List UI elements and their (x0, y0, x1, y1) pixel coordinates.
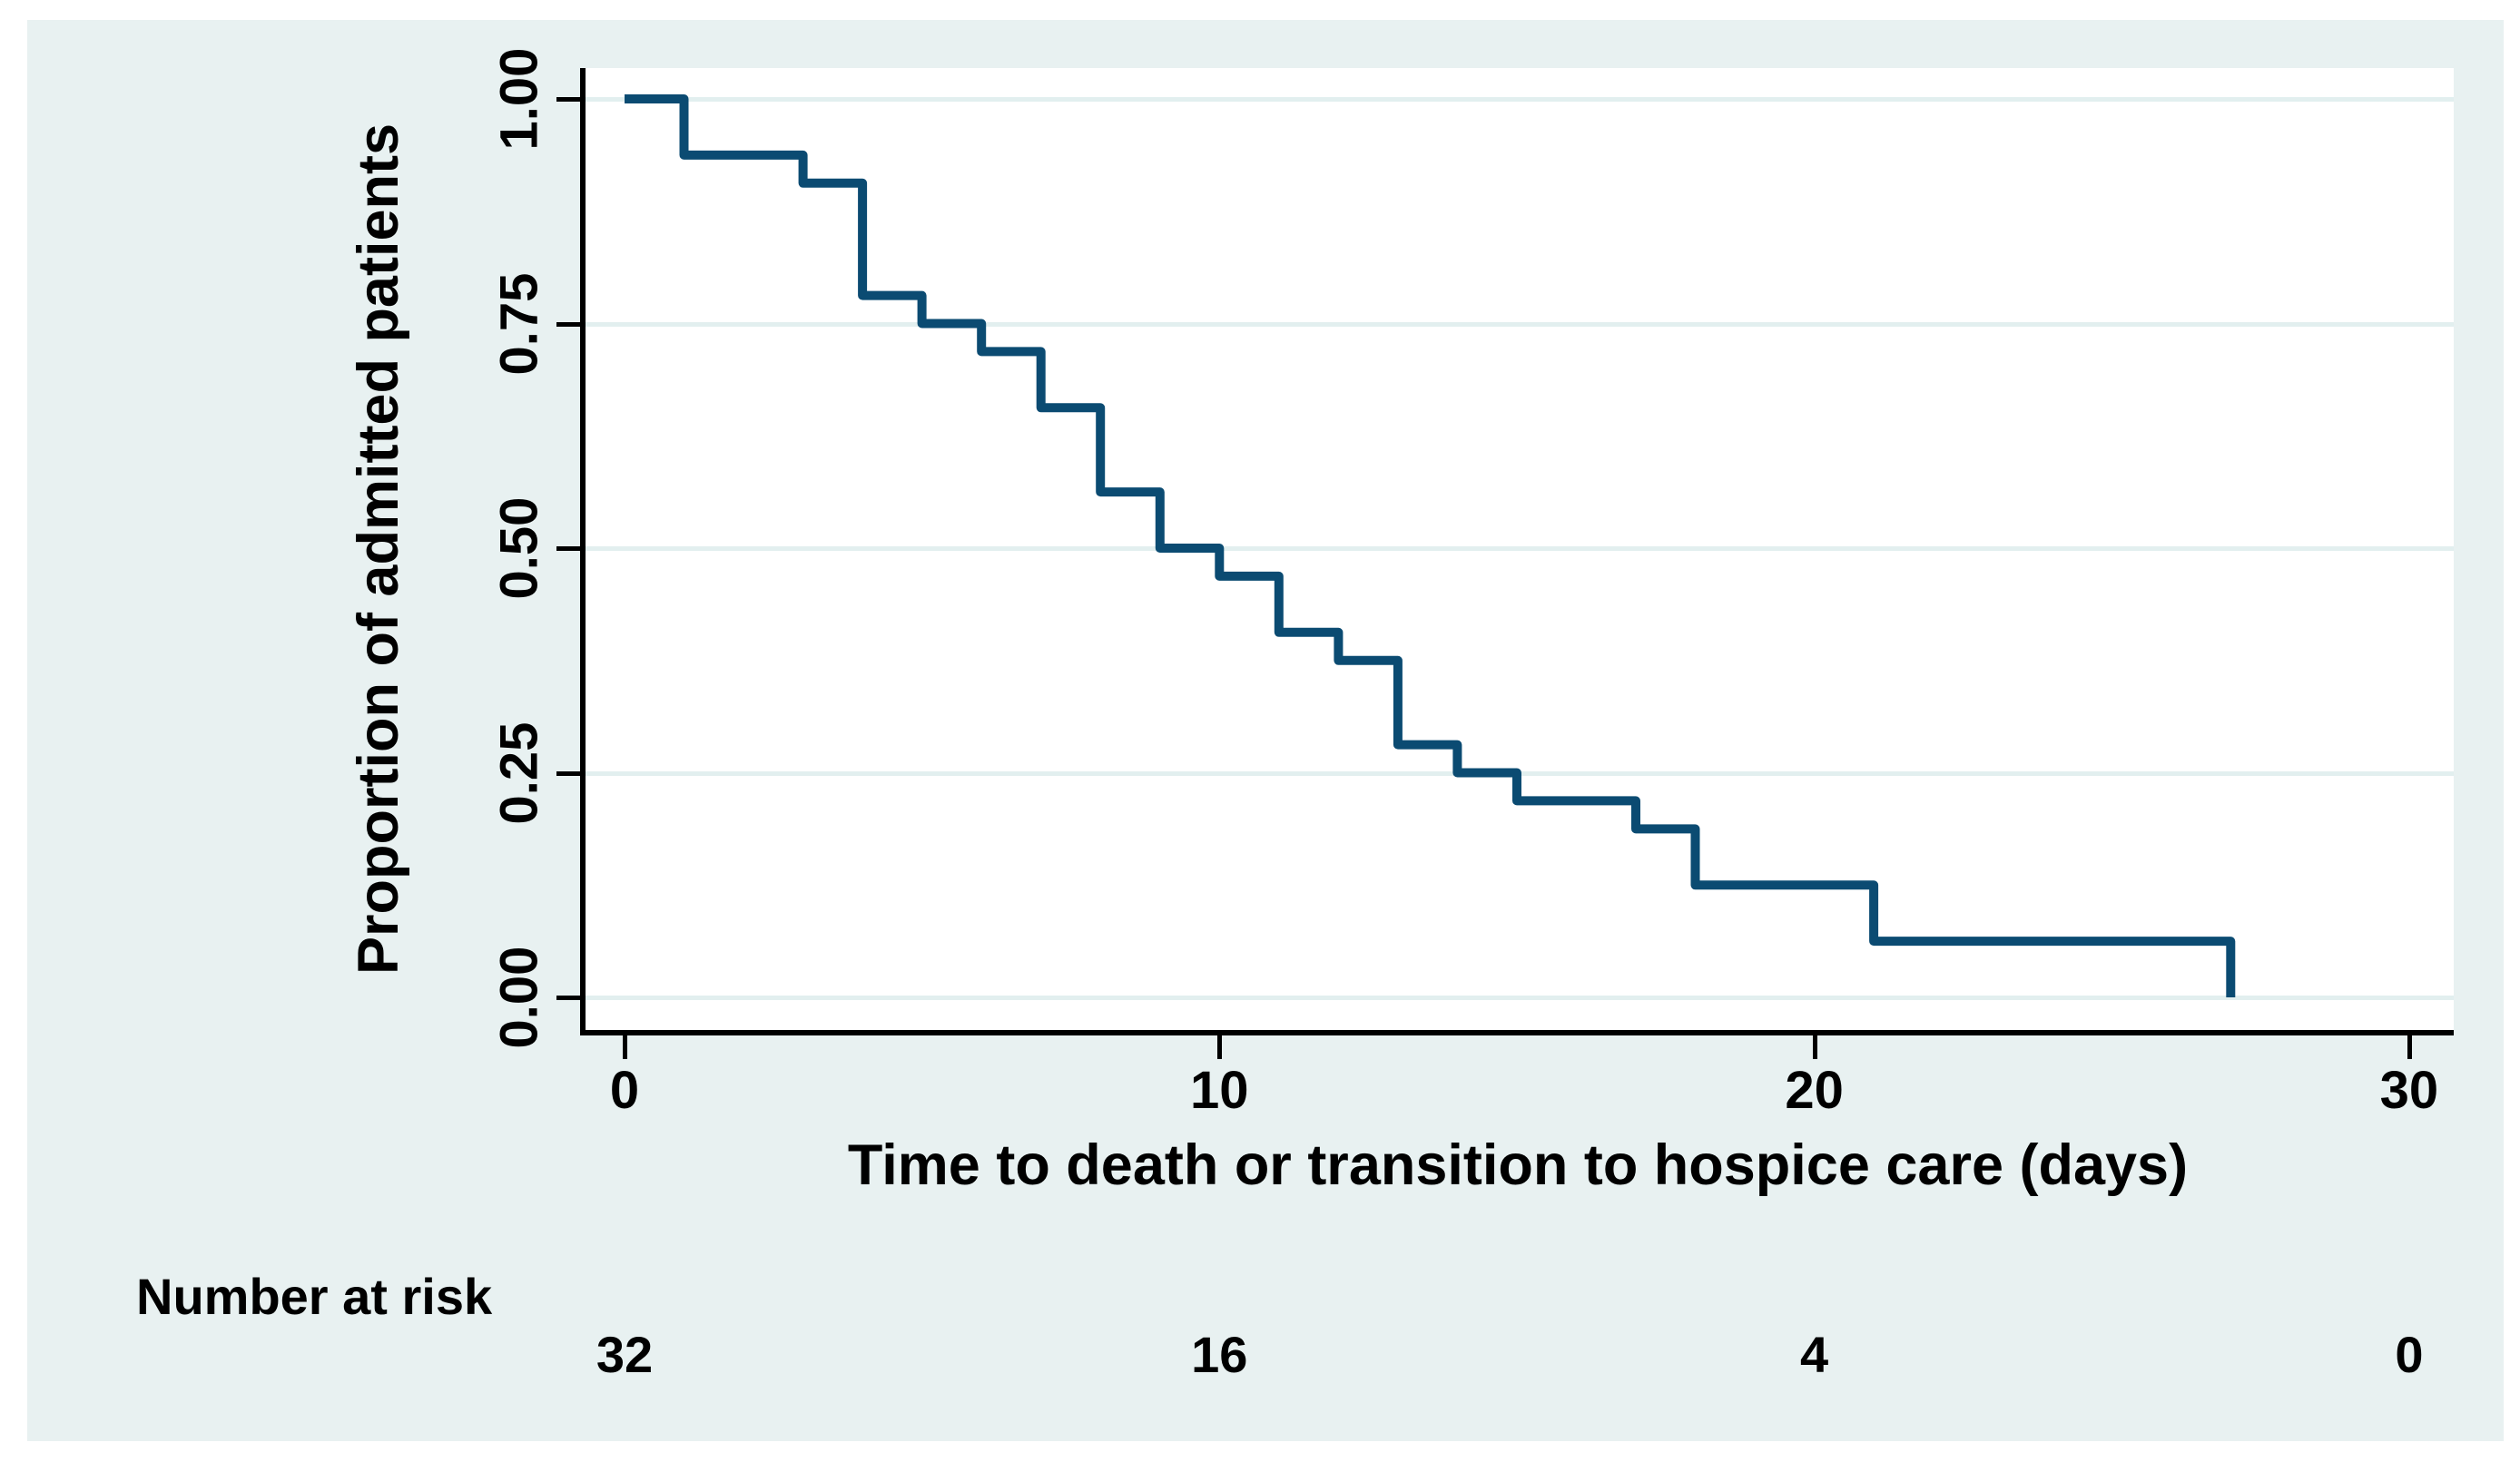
x-axis-title: Time to death or transition to hospice c… (847, 1133, 2189, 1197)
y-gridline-1.00 (586, 97, 2454, 102)
risk-value-day-30: 0 (2395, 1326, 2424, 1383)
y-gridline-0.00 (586, 996, 2454, 1000)
y-tick-0.50 (556, 546, 580, 551)
risk-value-day-0: 32 (596, 1326, 654, 1383)
x-tick-label-0: 0 (609, 1061, 640, 1120)
y-tick-0.75 (556, 321, 580, 327)
y-gridline-0.75 (586, 321, 2454, 327)
y-tick-label-0.25: 0.25 (489, 721, 549, 824)
x-tick-30 (2407, 1035, 2412, 1059)
x-tick-label-10: 10 (1190, 1061, 1249, 1120)
x-tick-0 (623, 1035, 627, 1059)
risk-value-day-20: 4 (1800, 1326, 1829, 1383)
x-tick-10 (1217, 1035, 1223, 1059)
survival-curve-path (625, 94, 2236, 997)
x-tick-20 (1812, 1035, 1817, 1059)
risk-value-day-10: 16 (1191, 1326, 1248, 1383)
plot-area (586, 68, 2454, 1030)
y-tick-0.25 (556, 770, 580, 776)
survival-curve-svg (625, 94, 2236, 997)
x-tick-label-20: 20 (1785, 1061, 1844, 1120)
y-tick-label-0.00: 0.00 (489, 946, 549, 1049)
y-tick-label-0.75: 0.75 (489, 272, 549, 375)
y-gridline-0.50 (586, 546, 2454, 551)
y-tick-label-1.00: 1.00 (489, 47, 549, 151)
y-axis-line (580, 68, 586, 1035)
x-axis-line (580, 1030, 2454, 1035)
y-tick-1.00 (556, 97, 580, 102)
y-tick-0.00 (556, 996, 580, 1000)
y-axis-title: Proportion of admitted patients (347, 123, 410, 975)
x-tick-label-30: 30 (2379, 1061, 2439, 1120)
number-at-risk-label: Number at risk (136, 1268, 493, 1325)
y-tick-label-0.50: 0.50 (489, 496, 549, 600)
